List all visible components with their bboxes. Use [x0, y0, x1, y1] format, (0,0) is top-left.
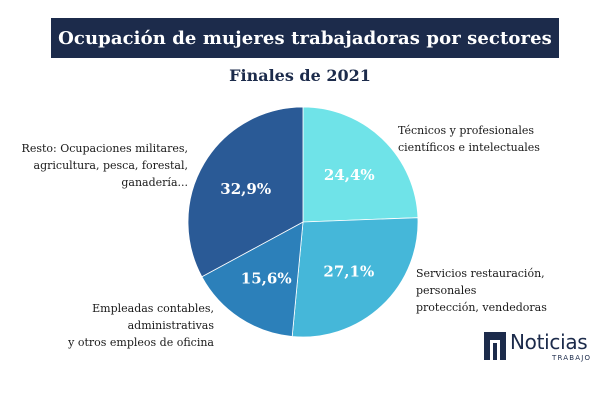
logo-sub: TRABAJO	[552, 354, 592, 362]
label-empleadas: Empleadas contables, administrativas y o…	[4, 300, 214, 351]
label-empleadas-line-2: y otros empleos de oficina	[68, 336, 214, 349]
label-tecnicos-line-2: científicos e intelectuales	[398, 141, 540, 154]
chart-title: Ocupación de mujeres trabajadoras por se…	[51, 18, 559, 58]
logo-word: Noticias	[510, 330, 588, 354]
label-tecnicos: Técnicos y profesionales científicos e i…	[398, 122, 540, 156]
noticias-trabajo-logo: Noticias TRABAJO	[484, 330, 590, 364]
label-tecnicos-line-1: Técnicos y profesionales	[398, 124, 534, 137]
pie-slice-4	[187, 106, 304, 278]
label-resto-line-2: agricultura, pesca, forestal,	[33, 159, 188, 172]
pie-slice-label-4: 32,9%	[220, 180, 271, 198]
label-resto-line-3: ganadería...	[121, 176, 188, 189]
logo-n-icon	[484, 332, 506, 360]
pie-slice-1	[302, 106, 419, 223]
pie-slice-label-1: 24,4%	[324, 166, 375, 184]
pie-slice-2	[291, 217, 419, 338]
label-servicios-line-2: protección, vendedoras	[416, 301, 547, 314]
label-servicios-line-1: Servicios restauración, personales	[416, 267, 545, 297]
label-servicios: Servicios restauración, personales prote…	[416, 265, 600, 316]
pie-slice-3	[201, 221, 304, 337]
chart-subtitle: Finales de 2021	[229, 66, 371, 85]
label-resto: Resto: Ocupaciones militares, agricultur…	[0, 140, 188, 191]
label-resto-line-1: Resto: Ocupaciones militares,	[21, 142, 188, 155]
label-empleadas-line-1: Empleadas contables, administrativas	[92, 302, 214, 332]
pie-slice-label-2: 27,1%	[323, 262, 374, 280]
pie-slice-label-3: 15,6%	[241, 270, 292, 288]
